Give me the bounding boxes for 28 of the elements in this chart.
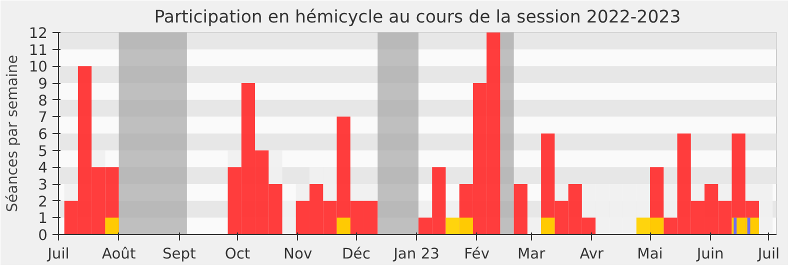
y-tick-label: 0 [38, 227, 48, 244]
x-tick-label: Fév [464, 246, 490, 262]
x-tick-label: Juin [696, 246, 724, 262]
y-tick-label: 8 [38, 92, 48, 110]
x-tick-label: Oct [224, 246, 250, 262]
chart-title: Participation en hémicycle au cours de la session 2022-2023 [154, 8, 681, 28]
y-tick-label: 10 [28, 58, 48, 76]
x-tick-label: Jan 23 [392, 246, 440, 262]
x-tick-label: Déc [342, 246, 370, 262]
y-tick-label: 7 [38, 109, 48, 126]
x-tick-label: Nov [284, 246, 312, 262]
y-tick-label: 4 [38, 160, 48, 177]
y-tick-label: 2 [38, 193, 48, 210]
x-tick-label: Sept [162, 246, 196, 262]
y-tick-label: 11 [28, 42, 48, 59]
y-tick-label: 1 [38, 210, 48, 228]
x-tick-label: Mai [637, 246, 663, 262]
y-tick-label: 12 [28, 25, 48, 42]
x-tick-label: Mar [518, 246, 546, 262]
x-tick-label: Avr [580, 246, 605, 262]
y-tick-label: 6 [38, 126, 48, 143]
x-tick-label: Juil [756, 246, 780, 262]
y-tick-label: 3 [38, 176, 48, 194]
x-tick-label: Août [102, 246, 136, 262]
y-tick-label: 5 [38, 142, 48, 160]
y-tick-label: 9 [38, 76, 48, 92]
x-tick-label: Juil [46, 246, 70, 262]
y-axis-title: Séances par semaine [4, 54, 21, 212]
